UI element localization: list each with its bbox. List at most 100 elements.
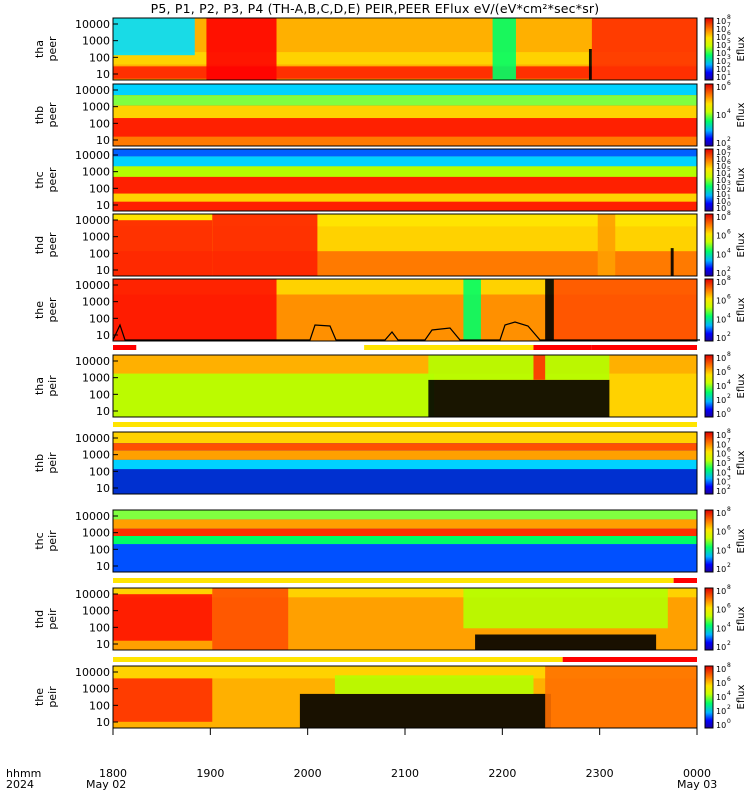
colorbar-tick-label: 10 xyxy=(716,57,726,66)
colorbar-tick-exponent: 6 xyxy=(727,159,731,166)
colorbar-tick-exponent: 5 xyxy=(727,456,731,463)
panel-frame xyxy=(112,83,698,147)
y-tick-label: 10000 xyxy=(75,510,110,523)
probe-label: thb xyxy=(33,106,46,124)
colorbar-tick-label: 10 xyxy=(716,396,726,405)
y-tick-label: 100 xyxy=(89,117,110,130)
colorbar xyxy=(704,83,714,147)
y-tick-label: 100 xyxy=(89,621,110,634)
spectrogram-patch xyxy=(113,373,435,417)
colorbar-label: Eflux xyxy=(736,297,747,322)
colorbar xyxy=(704,431,714,495)
colorbar-tick-label: 10 xyxy=(716,459,726,468)
mode-bar-segment xyxy=(113,422,697,427)
probe-label: thb xyxy=(33,454,46,472)
energy-band xyxy=(113,176,697,194)
colorbar-tick-exponent: 4 xyxy=(727,173,731,180)
time-row-label-year: 2024 xyxy=(6,778,34,791)
y-tick-label: 10 xyxy=(96,482,110,495)
y-tick-label: 10000 xyxy=(75,279,110,292)
species-label: peir xyxy=(46,608,59,630)
colorbar-label: Eflux xyxy=(736,373,747,398)
y-tick-label: 10 xyxy=(96,134,110,147)
colorbar xyxy=(704,665,714,729)
time-tick-label: 1800 xyxy=(99,767,127,780)
colorbar-tick-exponent: 2 xyxy=(727,187,731,194)
panel-9 xyxy=(112,587,714,651)
mode-bar-segment xyxy=(533,345,592,350)
colorbar-tick-label: 10 xyxy=(716,487,726,496)
colorbar-tick-exponent: 8 xyxy=(727,506,731,513)
energy-band xyxy=(113,443,697,451)
panel-frame xyxy=(112,278,698,342)
colorbar-tick-label: 10 xyxy=(716,587,726,596)
y-tick-label: 10000 xyxy=(75,149,110,162)
colorbar-tick-exponent: 8 xyxy=(727,145,731,152)
colorbar-tick-exponent: 4 xyxy=(727,46,731,53)
y-tick-label: 10 xyxy=(96,329,110,342)
y-tick-label: 10000 xyxy=(75,588,110,601)
spectrogram-patch xyxy=(212,214,318,276)
panel-6 xyxy=(112,354,714,418)
spectrogram-patch xyxy=(670,248,674,276)
energy-band xyxy=(113,450,697,460)
panel-2 xyxy=(112,83,714,147)
colorbar-tick-exponent: 2 xyxy=(727,266,731,273)
y-tick-label: 100 xyxy=(89,543,110,556)
colorbar-tick-label: 10 xyxy=(716,139,726,148)
colorbar-tick-exponent: 6 xyxy=(727,365,731,372)
probe-label: the xyxy=(33,301,46,319)
energy-band xyxy=(113,193,697,202)
species-label: peir xyxy=(46,530,59,552)
y-tick-label: 10000 xyxy=(75,18,110,31)
colorbar-tick-exponent: 1 xyxy=(727,70,731,77)
spectrogram-patch xyxy=(545,666,697,728)
spectrogram-patch xyxy=(113,678,213,722)
y-tick-label: 10000 xyxy=(75,432,110,445)
mode-bar-segment xyxy=(562,657,697,662)
time-tick-label: 2300 xyxy=(586,767,614,780)
mode-bar xyxy=(113,657,697,662)
species-label: peir xyxy=(46,452,59,474)
probe-label: tha xyxy=(33,377,46,395)
y-tick-label: 100 xyxy=(89,247,110,260)
colorbar-tick-exponent: 2 xyxy=(727,484,731,491)
colorbar xyxy=(704,148,714,212)
spectrogram-patch xyxy=(597,214,616,276)
spectrogram-patch xyxy=(533,355,546,380)
chart-title: P5, P1, P2, P3, P4 (TH-A,B,C,D,E) PEIR,P… xyxy=(150,1,600,16)
panel-frame xyxy=(112,213,698,277)
colorbar xyxy=(704,213,714,277)
colorbar xyxy=(704,278,714,342)
mode-bar-segment xyxy=(364,345,534,350)
colorbar-tick-label: 10 xyxy=(716,197,726,206)
energy-band xyxy=(113,136,697,146)
y-tick-label: 1000 xyxy=(82,527,110,540)
mode-bar-segment xyxy=(591,345,697,350)
colorbar-tick-exponent: 3 xyxy=(727,180,731,187)
colorbar-tick-label: 10 xyxy=(716,250,726,259)
spectrogram-patch xyxy=(113,279,277,341)
colorbar-label: Eflux xyxy=(736,167,747,192)
y-tick-label: 1000 xyxy=(82,231,110,244)
colorbar-tick-label: 10 xyxy=(716,546,726,555)
spectrogram-patch xyxy=(299,693,551,728)
end-date-label: May 03 xyxy=(677,778,718,791)
panel-1 xyxy=(112,17,714,81)
colorbar-tick-exponent: 7 xyxy=(727,22,731,29)
panel-frame xyxy=(112,587,698,651)
colorbar-tick-exponent: 0 xyxy=(727,201,731,208)
colorbar-tick-exponent: 1 xyxy=(727,194,731,201)
energy-band xyxy=(113,95,697,106)
density-trace xyxy=(112,321,700,341)
probe-label: thc xyxy=(33,171,46,188)
colorbar-tick-label: 10 xyxy=(716,183,726,192)
probe-label: the xyxy=(33,688,46,706)
spectrogram-patch xyxy=(492,18,516,80)
colorbar-label: Eflux xyxy=(736,528,747,553)
y-tick-label: 1000 xyxy=(82,683,110,696)
colorbar-tick-exponent: 8 xyxy=(727,662,731,669)
energy-band xyxy=(113,118,697,137)
spectrogram-patch xyxy=(463,588,668,629)
colorbar-label: Eflux xyxy=(736,684,747,709)
